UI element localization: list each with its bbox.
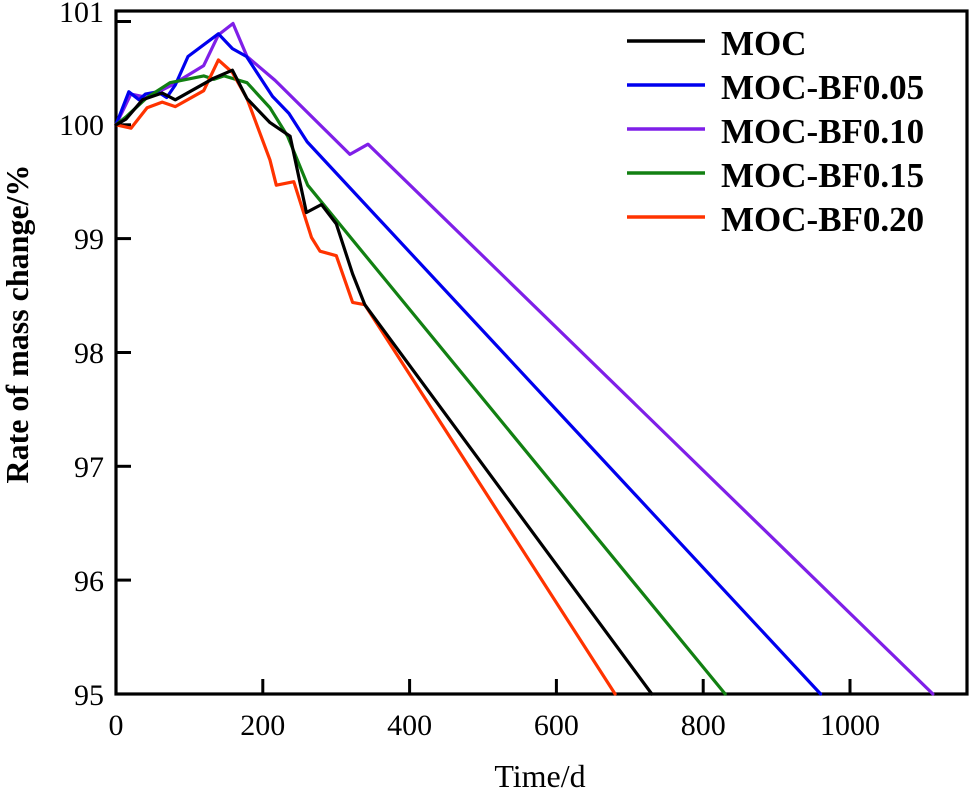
svg-text:400: 400	[387, 709, 432, 742]
svg-text:96: 96	[74, 565, 104, 598]
svg-text:MOC-BF0.05: MOC-BF0.05	[721, 68, 924, 107]
svg-text:0: 0	[109, 709, 124, 742]
svg-text:1000: 1000	[820, 709, 880, 742]
svg-text:101: 101	[59, 0, 104, 29]
svg-text:600: 600	[534, 709, 579, 742]
svg-text:800: 800	[681, 709, 726, 742]
svg-text:Rate of mass change/%: Rate of mass change/%	[0, 164, 35, 483]
svg-text:100: 100	[59, 109, 104, 142]
svg-text:Time/d: Time/d	[494, 758, 585, 794]
svg-text:MOC: MOC	[721, 24, 807, 63]
svg-text:MOC-BF0.10: MOC-BF0.10	[721, 112, 924, 151]
svg-text:200: 200	[240, 709, 285, 742]
svg-text:95: 95	[74, 679, 104, 712]
svg-text:MOC-BF0.15: MOC-BF0.15	[721, 156, 924, 195]
svg-text:97: 97	[74, 451, 104, 484]
svg-text:99: 99	[74, 223, 104, 256]
svg-text:98: 98	[74, 337, 104, 370]
svg-text:MOC-BF0.20: MOC-BF0.20	[721, 200, 924, 239]
